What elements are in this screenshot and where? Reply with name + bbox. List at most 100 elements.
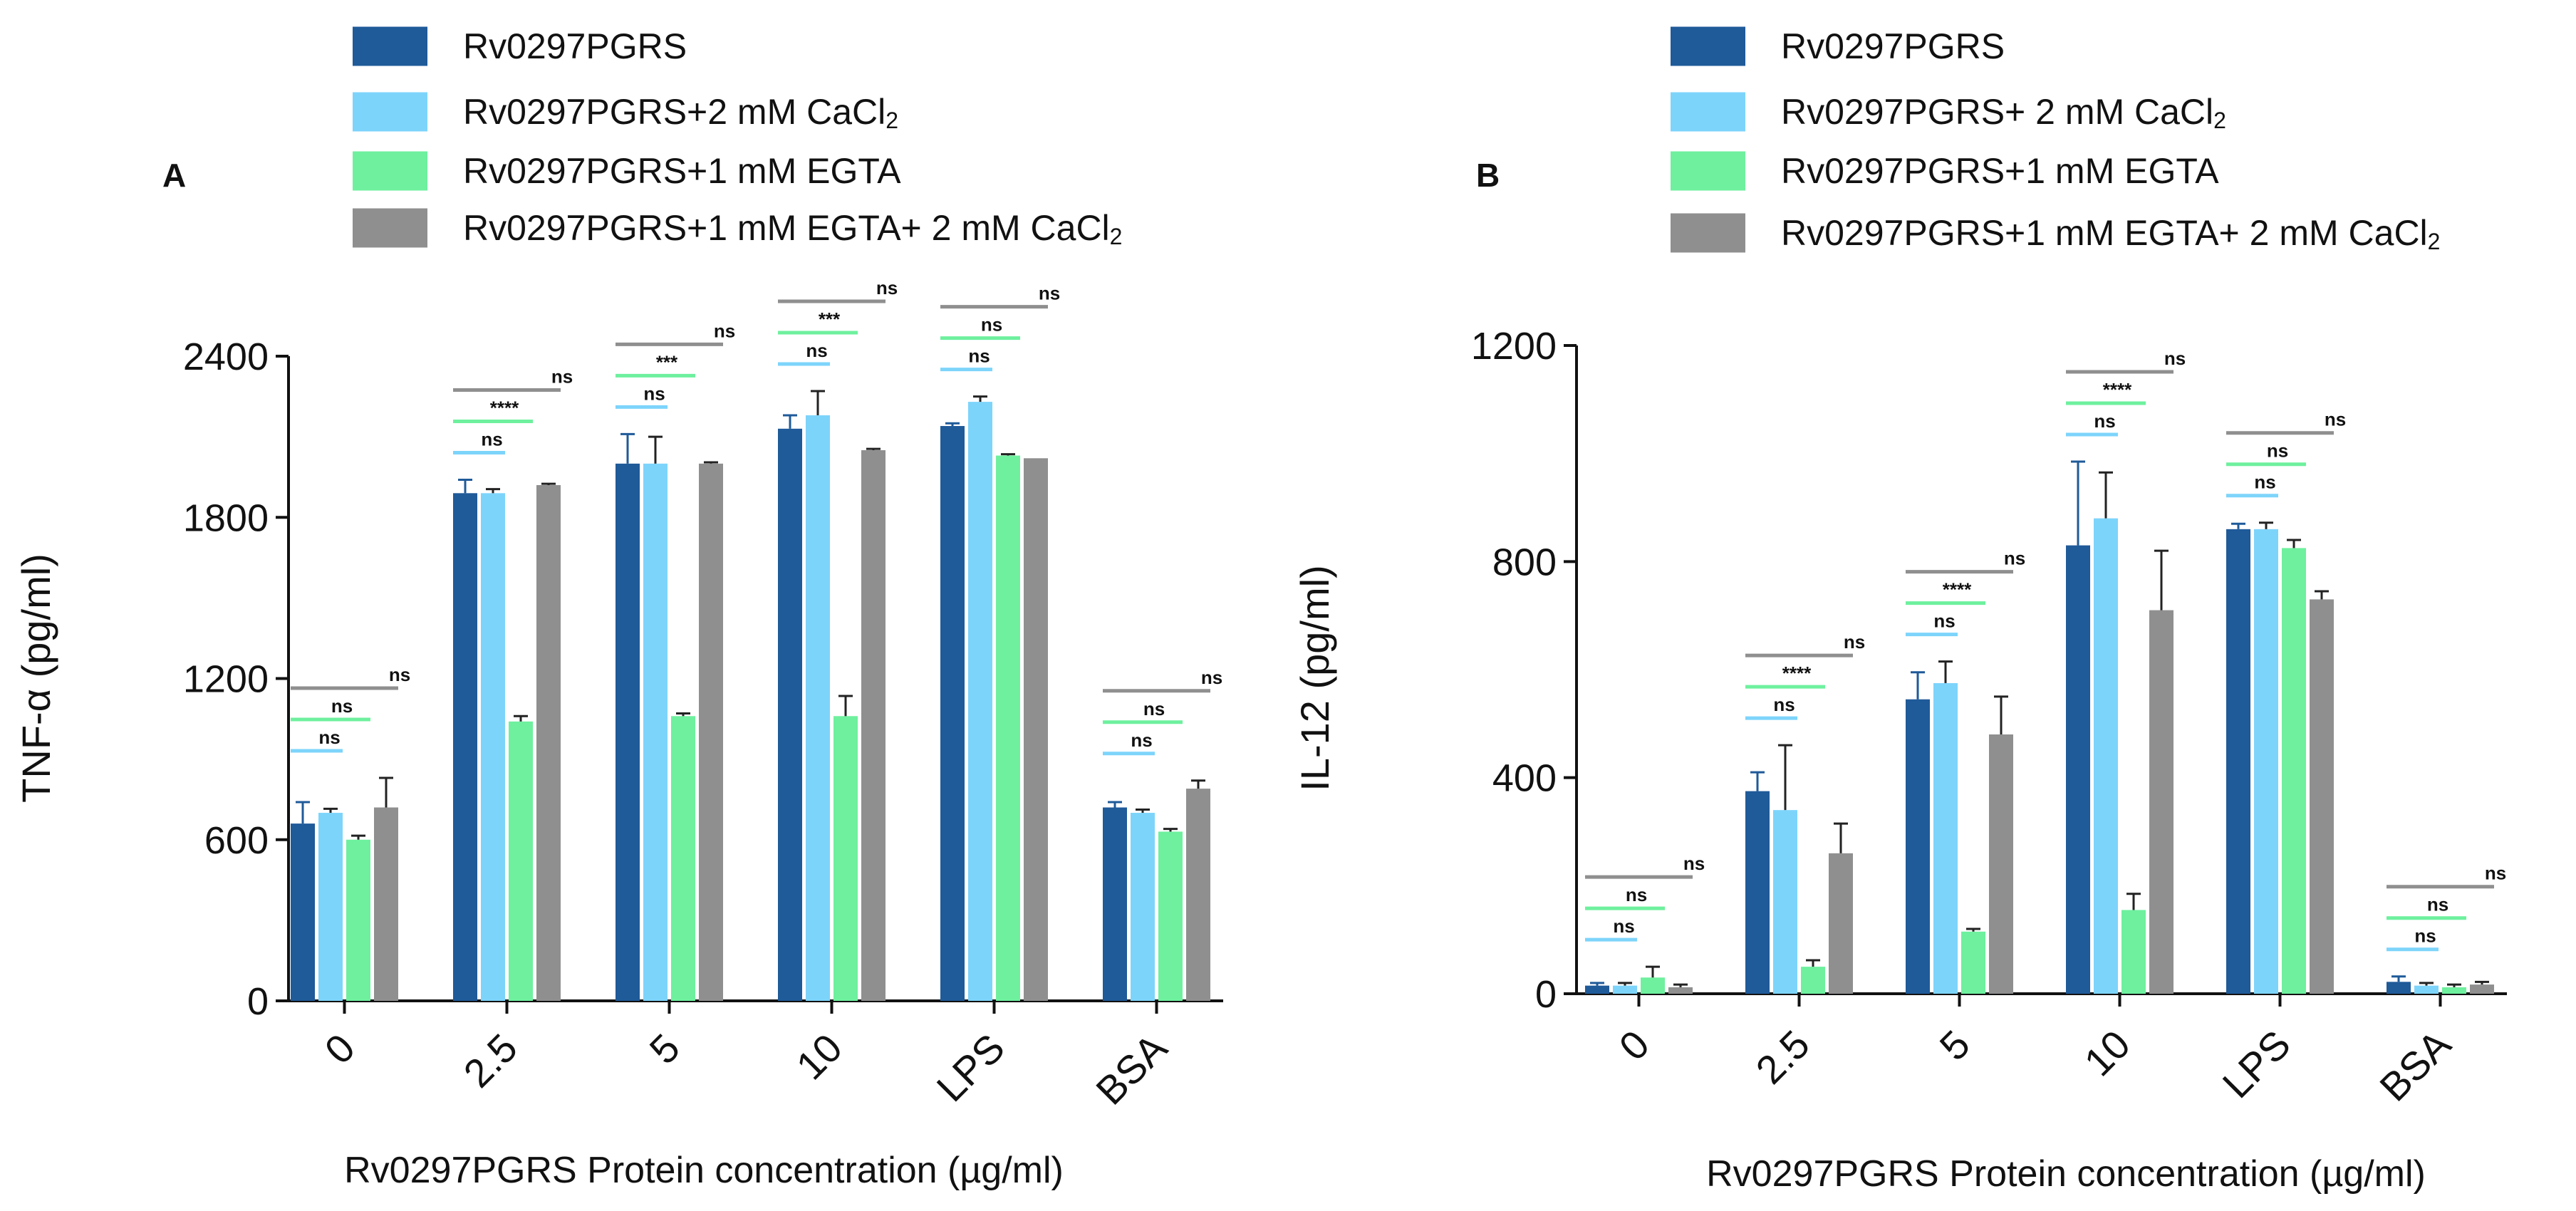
significance-label: ns (2414, 925, 2436, 947)
bar (1613, 985, 1637, 994)
significance-label: ns (2094, 410, 2115, 432)
x-tick-label: BSA (1087, 1024, 1175, 1113)
bar (671, 716, 695, 1001)
bar (1829, 853, 1853, 994)
y-tick-label: 0 (1535, 973, 1557, 1016)
bar (833, 716, 858, 1001)
legend-swatch (1671, 213, 1745, 253)
legend-swatch (353, 92, 427, 132)
bar (318, 813, 343, 1001)
bar (2387, 982, 2411, 994)
y-tick-label: 800 (1492, 541, 1557, 583)
bar (2226, 529, 2250, 994)
significance-label: ns (1613, 915, 1634, 937)
significance-label: **** (490, 397, 519, 418)
significance-label: ns (1933, 610, 1955, 632)
y-axis-title: IL-12 (pg/ml) (1292, 565, 1337, 791)
bar (291, 823, 315, 1001)
significance-label: ns (1683, 853, 1705, 874)
bar (2121, 910, 2146, 994)
significance-label: ns (981, 314, 1002, 336)
legend-swatch (353, 151, 427, 191)
legend-label: Rv0297PGRS (463, 26, 687, 66)
bar (1773, 810, 1797, 994)
significance-label: ns (2267, 440, 2288, 462)
bar (861, 449, 886, 1001)
bar (1641, 977, 1665, 994)
bar (996, 455, 1020, 1001)
bar (2414, 985, 2439, 994)
x-tick-label: LPS (2214, 1022, 2299, 1106)
significance-label: ns (1131, 729, 1152, 751)
significance-label: ns (2427, 894, 2448, 915)
bar (346, 839, 370, 1001)
x-tick-label: 5 (640, 1025, 688, 1073)
significance-label: ns (331, 695, 353, 717)
legend-label: Rv0297PGRS+ 2 mM CaCl2 (1781, 92, 2226, 133)
significance-label: ns (876, 277, 898, 298)
significance-label: ns (643, 383, 665, 404)
y-axis-title: TNF-α (pg/ml) (14, 553, 58, 803)
legend-swatch (353, 208, 427, 248)
significance-label: ns (2164, 348, 2186, 369)
significance-label: ns (1626, 884, 1647, 905)
legend-label: Rv0297PGRS+1 mM EGTA (463, 151, 901, 191)
bar (778, 428, 802, 1001)
x-tick-label: BSA (2371, 1021, 2459, 1109)
significance-label: ns (2254, 472, 2275, 493)
legend-label: Rv0297PGRS+2 mM CaCl2 (463, 92, 898, 133)
x-tick-label: 10 (787, 1025, 851, 1088)
bar (1131, 813, 1155, 1001)
legend-swatch (1671, 26, 1745, 66)
bar (699, 463, 723, 1001)
bar (1186, 789, 1210, 1001)
legend-label: Rv0297PGRS+1 mM EGTA+ 2 mM CaCl2 (1781, 213, 2440, 254)
x-axis-title: Rv0297PGRS Protein concentration (µg/ml) (344, 1150, 1064, 1191)
significance-label: ns (806, 340, 827, 361)
bar (374, 807, 398, 1001)
panel-b: B Rv0297PGRS Rv0297PGRS+ 2 mM CaCl2 Rv0297P… (1292, 26, 2507, 1195)
x-axis-title: Rv0297PGRS Protein concentration (µg/ml) (1706, 1153, 2426, 1195)
bar (2282, 548, 2306, 994)
bar (1989, 734, 2013, 994)
x-tick-label: 2.5 (1747, 1022, 1818, 1093)
bar (2470, 984, 2494, 994)
x-tick-label: 2.5 (455, 1025, 526, 1096)
significance-label: ns (1844, 631, 1865, 653)
significance-label: ns (968, 345, 990, 367)
significance-label: ns (1773, 694, 1795, 715)
bar (1668, 987, 1693, 994)
significance-label: ns (2004, 548, 2025, 569)
significance-label: ns (714, 320, 735, 341)
legend-label: Rv0297PGRS (1781, 26, 2005, 66)
bar (481, 493, 505, 1001)
bar (616, 463, 640, 1001)
bar (2066, 545, 2090, 994)
y-tick-label: 1200 (183, 658, 269, 701)
x-tick-label: 5 (1931, 1022, 1978, 1069)
y-tick-label: 400 (1492, 757, 1557, 800)
y-tick-label: 1200 (1471, 325, 1557, 368)
significance-label: ns (318, 727, 340, 748)
bar (806, 415, 830, 1001)
y-tick-label: 2400 (183, 336, 269, 378)
bar (1933, 682, 1958, 994)
significance-label: **** (1782, 662, 1812, 684)
significance-label: ns (389, 664, 410, 685)
legend-swatch (1671, 151, 1745, 191)
bar (2094, 518, 2118, 994)
legend-label: Rv0297PGRS+1 mM EGTA+ 2 mM CaCl2 (463, 208, 1122, 249)
significance-label: ns (551, 365, 573, 387)
bar (2442, 987, 2466, 994)
panel-label: B (1476, 157, 1500, 194)
bar (1158, 831, 1183, 1001)
bar (536, 485, 561, 1001)
bar (2310, 599, 2334, 994)
bar (2254, 529, 2278, 994)
bar (1801, 967, 1825, 994)
significance-label: ns (1039, 283, 1060, 304)
bar (1906, 699, 1930, 994)
bar (1961, 931, 1985, 994)
y-tick-label: 600 (204, 819, 269, 862)
